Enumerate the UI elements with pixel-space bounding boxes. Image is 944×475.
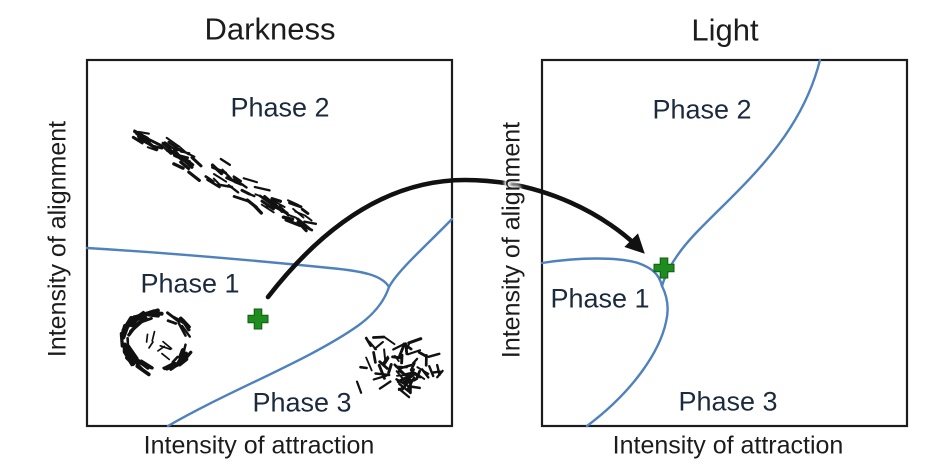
darkness-panel [85,58,454,428]
green-cross-marker-darkness [247,308,269,330]
scattered-swarm-icon [355,335,444,399]
curved-arrow-icon [265,177,645,300]
boundary-phase1-phase3-light [585,284,669,428]
phase3-label-light: Phase 3 [678,386,778,417]
darkness-plot-frame [85,58,454,428]
phase2-label-light: Phase 2 [652,94,752,125]
y-axis-label-darkness: Intensity of alignment [43,120,72,358]
boundary-phase1-phase3-darkness [166,285,391,428]
x-axis-label-light: Intensity of attraction [612,431,844,460]
boundary-phase2-phase3-darkness [387,217,454,289]
green-cross-marker-light [653,257,675,279]
mill-icon [119,308,193,377]
boundary-phase2-phase3-light [660,58,822,288]
x-axis-label-darkness: Intensity of attraction [143,431,375,460]
panel-title-light: Light [691,12,759,48]
phase2-label-darkness: Phase 2 [230,92,330,123]
light-plot-frame [540,58,909,428]
panel-title-darkness: Darkness [204,11,336,47]
aligned-school-icon [131,129,318,233]
phase3-label-darkness: Phase 3 [252,387,352,418]
light-panel [540,58,909,428]
phase1-label-light: Phase 1 [550,283,650,314]
phase1-label-darkness: Phase 1 [140,268,240,299]
y-axis-label-light: Intensity of alignment [497,121,526,359]
boundary-phase1-phase2-light [540,257,664,288]
